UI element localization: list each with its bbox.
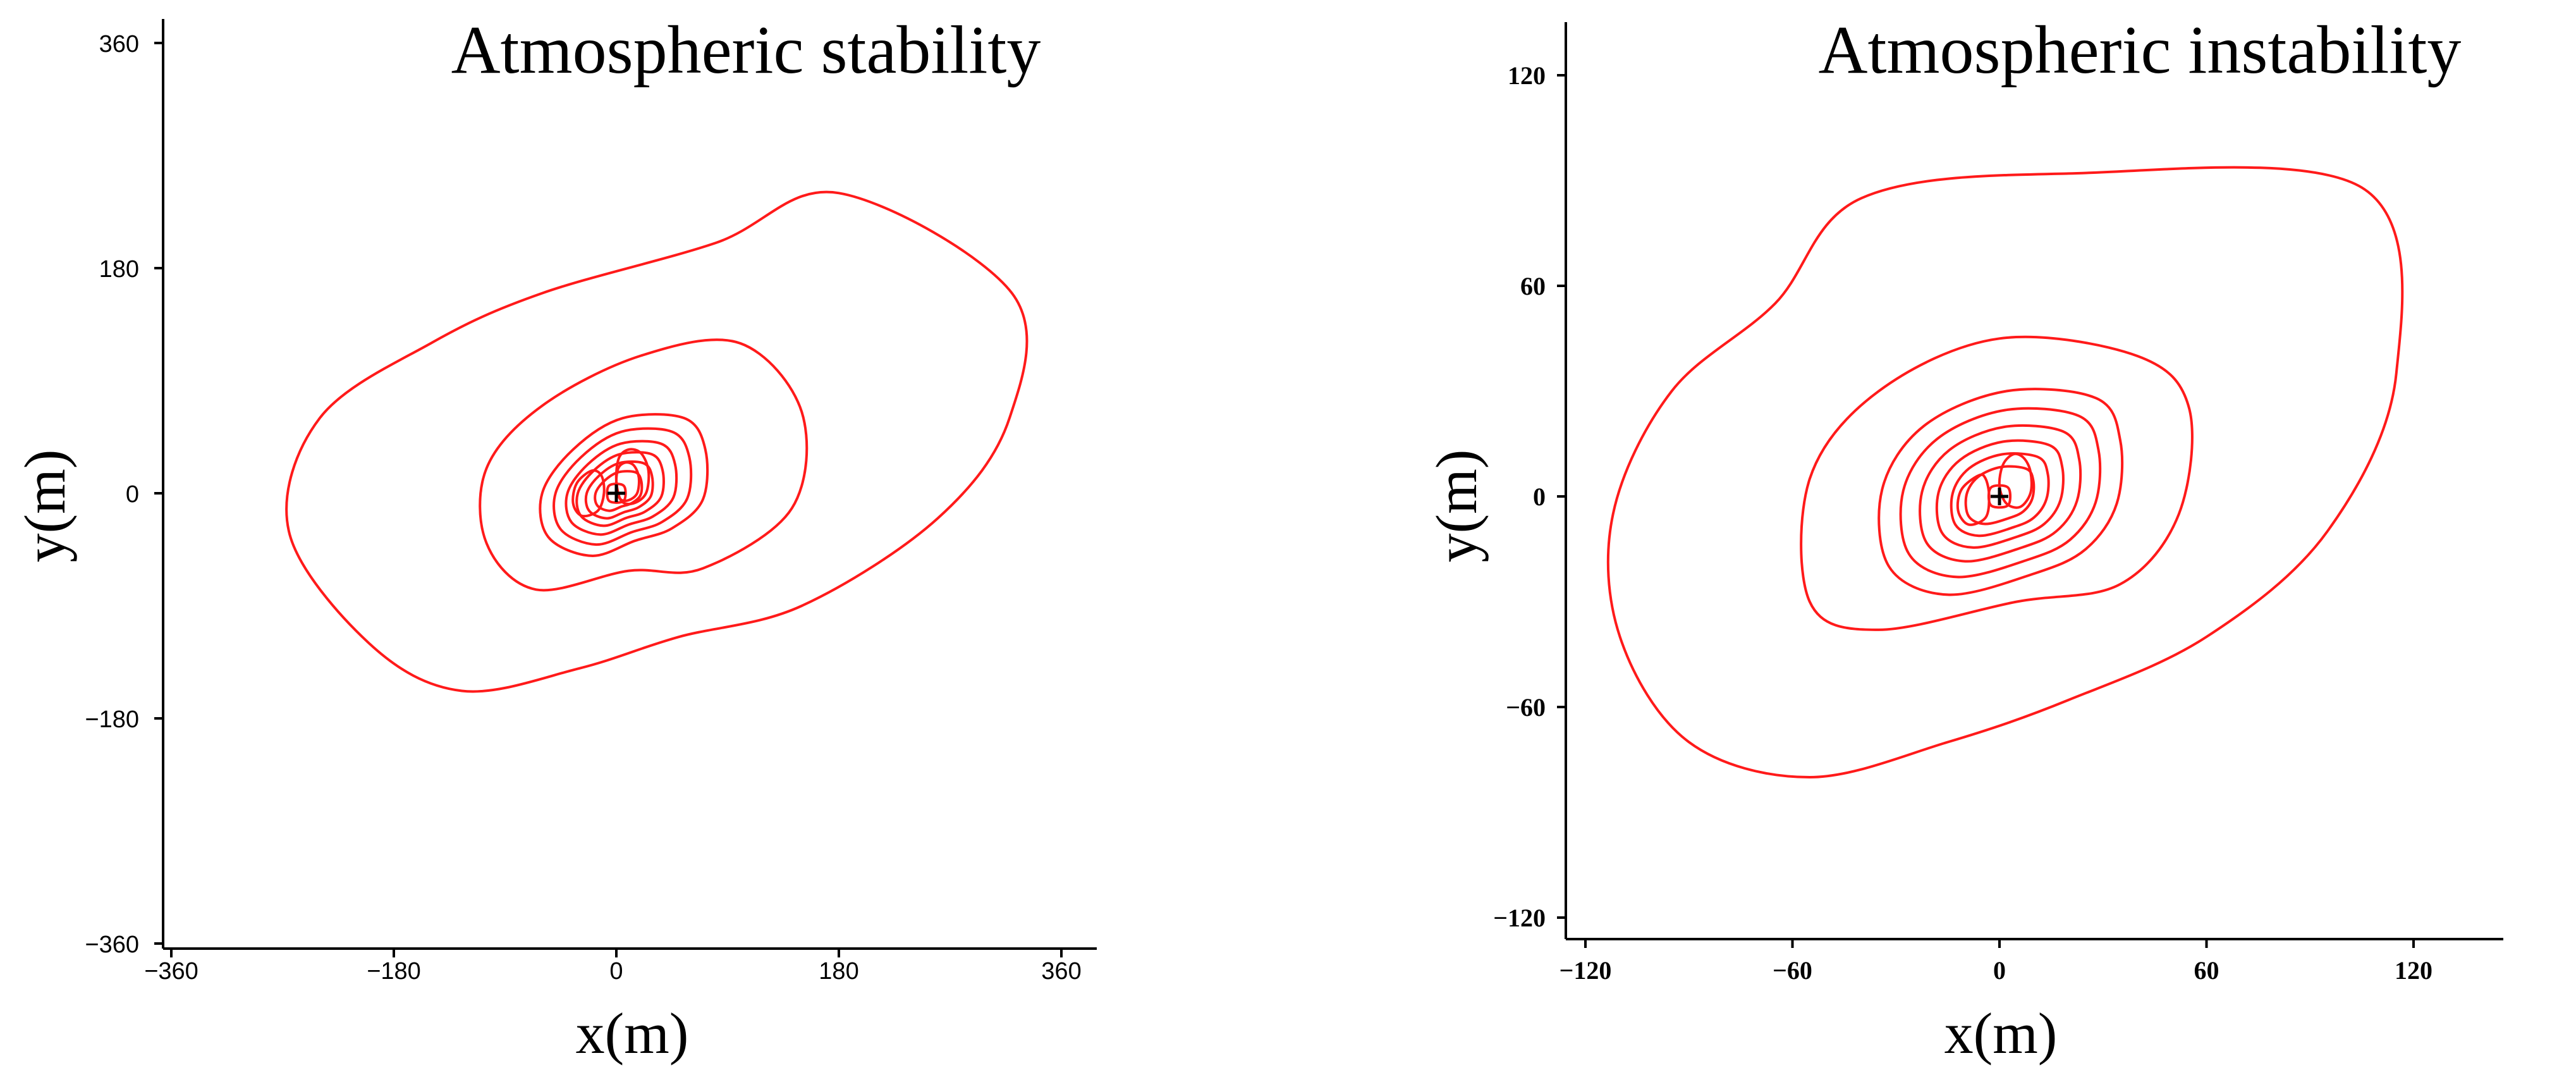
contour-lines — [285, 190, 1029, 693]
y-tick-label: −360 — [85, 932, 139, 958]
contour-line — [594, 470, 644, 512]
y-tick-label: 360 — [99, 31, 139, 58]
x-tick-label: 60 — [2194, 956, 2219, 985]
contour-line — [539, 413, 709, 557]
contour-line — [1919, 424, 2082, 563]
contour-line — [1950, 452, 2050, 538]
contour-lines — [1606, 166, 2404, 779]
contour-line — [606, 483, 627, 504]
contour-line — [285, 190, 1029, 693]
x-axis-label: x(m) — [576, 1001, 689, 1066]
y-axis-label: y(m) — [1424, 450, 1489, 563]
y-tick-label: 0 — [1533, 483, 1546, 511]
x-tick-label: 180 — [819, 958, 858, 985]
y-tick-label: 120 — [1508, 61, 1546, 90]
chart-panel-stability: Atmospheric stability x(m) y(m) −360 −180… — [13, 13, 1097, 1066]
contour-line — [1987, 484, 2012, 509]
y-ticks: −360 −180 0 180 360 — [85, 31, 163, 958]
x-tick-label: −360 — [144, 958, 198, 985]
contour-line — [1956, 473, 1991, 526]
source-marker — [1991, 488, 2008, 505]
contour-line — [1877, 388, 2124, 596]
contour-line — [1935, 439, 2065, 549]
x-tick-label: 0 — [1993, 956, 2006, 985]
contour-line — [1964, 465, 2036, 526]
x-tick-label: −120 — [1560, 956, 1612, 985]
x-tick-label: −180 — [367, 958, 421, 985]
x-tick-label: 0 — [609, 958, 623, 985]
x-tick-label: 360 — [1041, 958, 1081, 985]
contour-line — [1998, 452, 2033, 509]
contour-line — [614, 461, 640, 502]
x-tick-label: 120 — [2395, 956, 2433, 985]
contour-line — [584, 460, 654, 520]
y-tick-label: 180 — [99, 256, 139, 283]
source-marker — [607, 484, 625, 502]
y-tick-label: 0 — [126, 481, 139, 508]
contour-line — [1800, 335, 2194, 631]
contour-line — [614, 448, 650, 505]
x-axis-label: x(m) — [1944, 1001, 2058, 1066]
y-ticks: −120 −60 0 60 120 — [1493, 61, 1566, 932]
y-tick-label: 60 — [1520, 272, 1546, 300]
contour-line — [1899, 407, 2102, 579]
y-tick-label: −180 — [85, 706, 139, 733]
contour-line — [552, 427, 693, 546]
x-ticks: −120 −60 0 60 120 — [1560, 939, 2433, 985]
x-tick-label: −60 — [1773, 956, 1812, 985]
chart-title: Atmospheric instability — [1819, 13, 2462, 88]
y-tick-label: −120 — [1493, 904, 1546, 932]
y-axis-label: y(m) — [13, 450, 77, 563]
chart-title: Atmospheric stability — [451, 13, 1041, 88]
contour-line — [571, 469, 606, 518]
y-tick-label: −60 — [1506, 693, 1546, 722]
chart-panel-instability: Atmospheric instability x(m) y(m) −120 −6… — [1424, 13, 2503, 1066]
contour-line — [575, 451, 665, 527]
contour-line — [479, 338, 809, 592]
contour-line — [1606, 166, 2404, 779]
contour-line — [565, 440, 678, 536]
x-ticks: −360 −180 0 180 360 — [144, 949, 1082, 985]
